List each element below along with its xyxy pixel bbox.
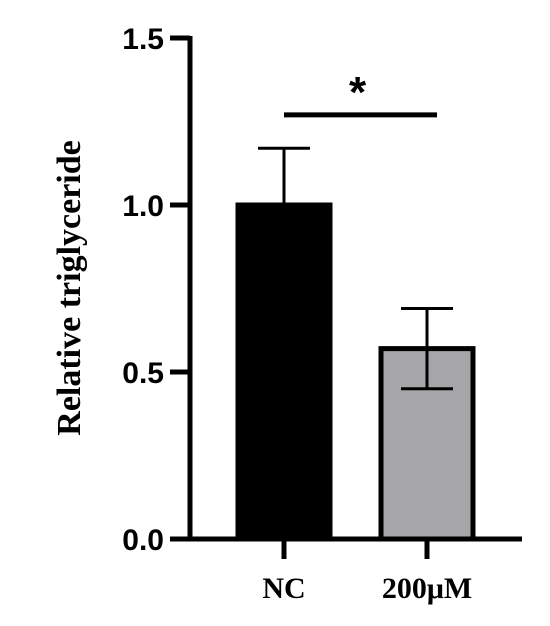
x-tick-label: NC xyxy=(262,572,305,605)
significance-label: * xyxy=(349,68,367,117)
y-axis-ticks: 0.0 0.5 1.0 1.5 xyxy=(122,23,190,557)
bar-NC xyxy=(235,202,333,542)
y-tick-label: 1.5 xyxy=(122,23,164,56)
bars xyxy=(235,202,476,542)
x-axis-ticks: NC 200μM xyxy=(262,539,472,605)
x-tick-label: 200μM xyxy=(382,572,472,605)
y-tick-label: 1.0 xyxy=(122,190,164,223)
y-axis-title: Relative triglyceride xyxy=(51,140,88,435)
significance-annotation: * xyxy=(284,68,437,118)
error-bars xyxy=(258,146,453,391)
y-tick-label: 0.5 xyxy=(122,357,164,390)
y-tick-label: 0.0 xyxy=(122,524,164,557)
